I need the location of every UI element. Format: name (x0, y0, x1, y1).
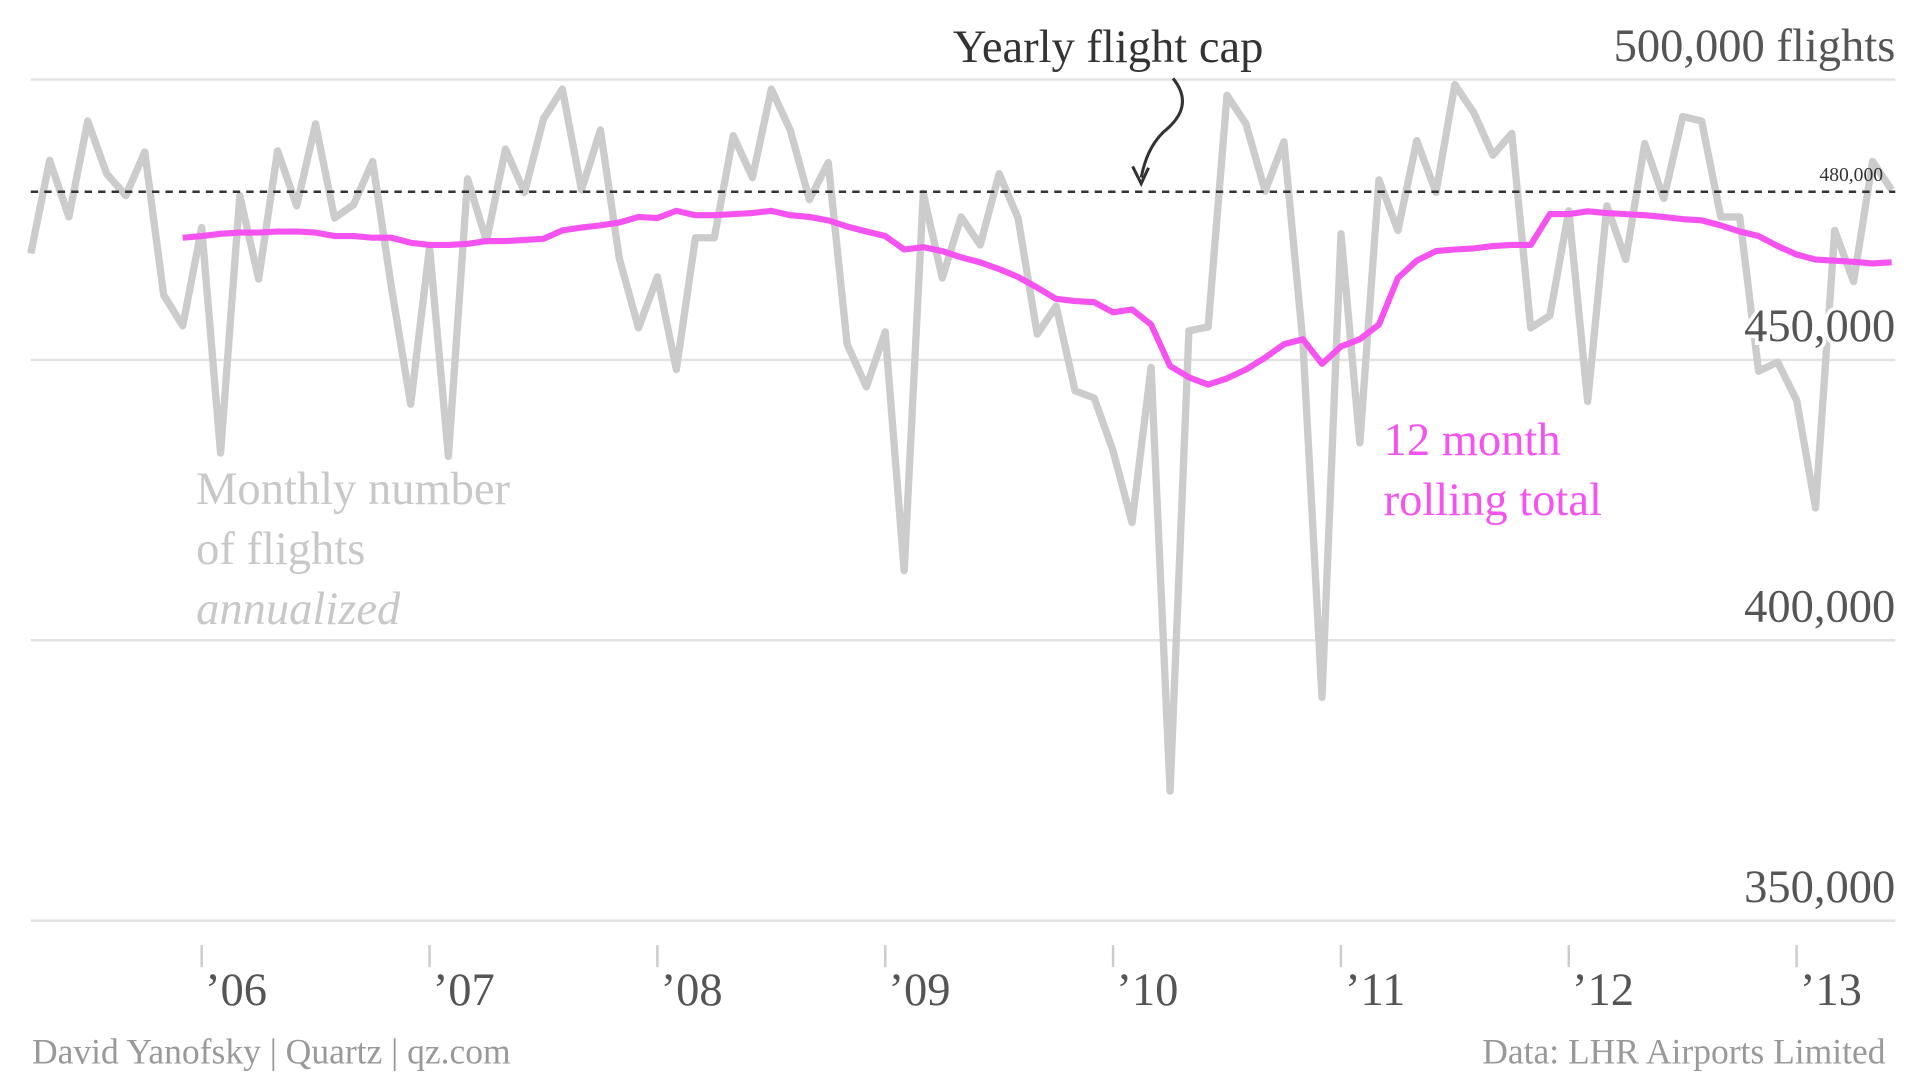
y-tick-label: 400,000 (1744, 582, 1895, 633)
label-line: Monthly number (196, 464, 510, 515)
arrow-head (1131, 165, 1150, 188)
y-tick-label: 350,000 (1744, 862, 1895, 913)
x-tick-label: ’09 (889, 965, 951, 1016)
x-tick-label: ’07 (433, 965, 495, 1016)
x-tick-label: ’13 (1800, 965, 1862, 1016)
x-tick-label: ’06 (205, 965, 267, 1016)
x-tick-label: ’10 (1116, 965, 1178, 1016)
label-line: rolling total (1384, 475, 1602, 526)
plot: 350,000 400,000 450,000 500,000 flights ’06 ’… (27, 17, 1899, 1016)
x-tick-label: ’08 (661, 965, 723, 1016)
x-tick-label: ’12 (1572, 965, 1634, 1016)
credit: David Yanofsky | Quartz | qz.com (32, 1031, 511, 1071)
pink-series-label: 12 month rolling total (1384, 415, 1602, 526)
y-tick-label: 450,000 (1744, 301, 1895, 352)
label-line: of flights (196, 524, 365, 575)
annotation-arrow (1139, 77, 1184, 178)
cap-label: 480,000 (1819, 165, 1883, 186)
label-line: annualized (196, 584, 401, 635)
series-line (182, 207, 1892, 388)
y-tick-label: 500,000 flights (1614, 21, 1896, 72)
cap-annotation: Yearly flight cap (953, 22, 1263, 73)
x-tick-label: ’11 (1345, 965, 1405, 1016)
source: Data: LHR Airports Limited (1482, 1031, 1886, 1071)
label-line: 12 month (1384, 415, 1561, 466)
gray-series-label: Monthly number of flights annualized (196, 464, 510, 635)
series-line (27, 80, 1895, 795)
